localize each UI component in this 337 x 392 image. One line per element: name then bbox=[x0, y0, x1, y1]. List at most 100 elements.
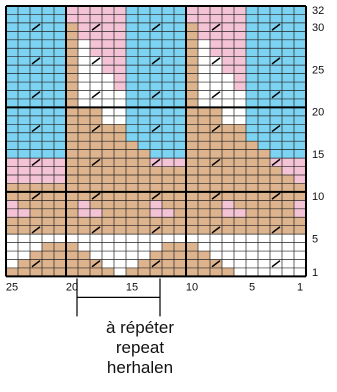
chart-cell bbox=[138, 22, 150, 32]
column-label: 1 bbox=[297, 281, 303, 293]
chart-cell bbox=[282, 115, 294, 125]
chart-cell bbox=[66, 124, 78, 133]
chart-cell bbox=[30, 234, 42, 243]
chart-cell bbox=[66, 107, 78, 116]
repeat-caption: à répéter repeat herhalen bbox=[40, 318, 240, 378]
chart-cell bbox=[198, 31, 210, 40]
chart-cell bbox=[294, 6, 306, 15]
chart-cell bbox=[30, 39, 42, 49]
chart-cell bbox=[114, 6, 126, 15]
chart-cell bbox=[198, 22, 210, 32]
chart-cell bbox=[210, 217, 222, 226]
chart-cell bbox=[270, 132, 282, 142]
chart-cell bbox=[222, 73, 234, 83]
chart-cell bbox=[54, 242, 66, 252]
chart-cell bbox=[66, 259, 78, 268]
chart-cell bbox=[126, 234, 138, 243]
chart-cell bbox=[282, 48, 294, 57]
chart-cell bbox=[282, 259, 294, 268]
chart-cell bbox=[126, 65, 138, 74]
chart-cell bbox=[282, 208, 294, 218]
chart-cell bbox=[54, 259, 66, 268]
chart-cell bbox=[54, 251, 66, 260]
chart-cell bbox=[174, 225, 186, 235]
chart-cell bbox=[222, 217, 234, 226]
chart-cell bbox=[114, 259, 126, 268]
chart-cell bbox=[282, 107, 294, 116]
chart-cell bbox=[138, 48, 150, 57]
chart-cell bbox=[258, 141, 270, 150]
chart-cell bbox=[222, 225, 234, 235]
chart-cell bbox=[282, 200, 294, 209]
chart-cell bbox=[258, 191, 270, 201]
chart-cell bbox=[18, 14, 30, 23]
chart-cell bbox=[54, 82, 66, 91]
decrease-symbol bbox=[31, 158, 41, 166]
chart-cell bbox=[90, 98, 102, 108]
chart-cell bbox=[78, 115, 90, 125]
chart-cell bbox=[114, 208, 126, 218]
chart-cell bbox=[18, 225, 30, 235]
chart-cell bbox=[186, 166, 198, 175]
chart-cell bbox=[198, 191, 210, 201]
chart-cell bbox=[150, 31, 162, 40]
chart-cell bbox=[234, 175, 246, 184]
chart-cell bbox=[246, 22, 258, 32]
chart-cell bbox=[210, 234, 222, 243]
chart-cell bbox=[30, 98, 42, 108]
chart-cell bbox=[270, 183, 282, 192]
chart-cell bbox=[126, 98, 138, 108]
chart-cell bbox=[138, 39, 150, 49]
chart-cell bbox=[210, 115, 222, 125]
chart-cell bbox=[150, 242, 162, 252]
chart-cell bbox=[282, 183, 294, 192]
chart-cell bbox=[6, 22, 18, 32]
chart-cell bbox=[90, 234, 102, 243]
chart-cell bbox=[222, 242, 234, 252]
chart-cell bbox=[174, 31, 186, 40]
chart-cell bbox=[246, 48, 258, 57]
chart-cell bbox=[246, 31, 258, 40]
chart-cell bbox=[174, 158, 186, 167]
chart-cell bbox=[270, 208, 282, 218]
chart-cell bbox=[78, 65, 90, 74]
chart-cell bbox=[90, 31, 102, 40]
chart-cell bbox=[234, 234, 246, 243]
chart-cell bbox=[114, 82, 126, 91]
chart-cell bbox=[222, 65, 234, 74]
chart-cell bbox=[186, 191, 198, 201]
decrease-symbol bbox=[271, 57, 281, 65]
chart-cell bbox=[210, 242, 222, 252]
chart-cell bbox=[246, 124, 258, 133]
chart-cell bbox=[282, 149, 294, 159]
row-label: 20 bbox=[312, 107, 324, 119]
chart-cell bbox=[90, 200, 102, 209]
chart-cell bbox=[186, 259, 198, 268]
chart-cell bbox=[66, 39, 78, 49]
chart-cell bbox=[54, 48, 66, 57]
chart-cell bbox=[270, 234, 282, 243]
decrease-symbol bbox=[271, 260, 281, 268]
chart-cell bbox=[270, 175, 282, 184]
chart-cell bbox=[102, 132, 114, 142]
chart-cell bbox=[186, 149, 198, 159]
chart-cell bbox=[270, 48, 282, 57]
chart-cell bbox=[78, 259, 90, 268]
chart-cell bbox=[234, 39, 246, 49]
chart-cell bbox=[66, 242, 78, 252]
chart-cell bbox=[174, 259, 186, 268]
chart-cell bbox=[210, 200, 222, 209]
chart-cell bbox=[102, 48, 114, 57]
chart-cell bbox=[150, 14, 162, 23]
chart-cell bbox=[150, 6, 162, 15]
chart-cell bbox=[114, 31, 126, 40]
chart-cell bbox=[294, 141, 306, 150]
chart-cell bbox=[54, 39, 66, 49]
chart-cell bbox=[270, 107, 282, 116]
chart-cell bbox=[114, 267, 126, 277]
chart-cell bbox=[6, 141, 18, 150]
decrease-symbol bbox=[31, 192, 41, 200]
chart-cell bbox=[270, 31, 282, 40]
chart-cell bbox=[54, 158, 66, 167]
